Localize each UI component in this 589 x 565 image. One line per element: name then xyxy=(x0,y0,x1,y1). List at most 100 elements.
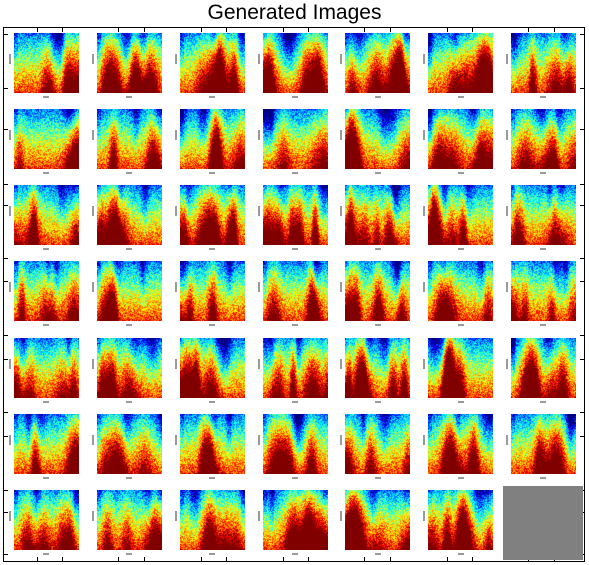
spectrogram-image xyxy=(96,413,162,474)
generated-image-tile xyxy=(335,333,418,409)
axis-tick xyxy=(4,436,8,437)
axis-label-mark xyxy=(91,434,94,445)
spectrogram-image xyxy=(179,489,245,550)
axis-tick xyxy=(4,184,8,185)
axis-label-mark xyxy=(9,358,11,369)
spectrogram-image xyxy=(262,489,328,550)
axis-tick xyxy=(390,557,391,561)
axis-label-mark xyxy=(457,172,464,175)
empty-cell xyxy=(503,485,583,560)
axis-tick xyxy=(226,557,227,561)
spectrogram-image xyxy=(345,337,411,398)
generated-image-tile xyxy=(418,104,501,180)
spectrogram-image xyxy=(14,185,79,246)
axis-label-mark xyxy=(174,434,177,445)
generated-image-tile xyxy=(253,333,336,409)
generated-image-tile xyxy=(4,28,87,104)
spectrogram-image xyxy=(14,261,79,322)
axis-label-mark xyxy=(423,206,426,217)
axis-label-mark xyxy=(174,358,177,369)
axis-tick xyxy=(4,335,8,336)
axis-tick xyxy=(144,28,145,32)
spectrogram-image xyxy=(96,33,162,93)
axis-tick xyxy=(37,28,38,32)
axis-label-mark xyxy=(423,358,426,369)
axis-label-mark xyxy=(257,130,260,141)
generated-image-tile xyxy=(4,333,87,409)
spectrogram-image xyxy=(511,261,577,322)
axis-label-mark xyxy=(9,282,11,293)
axis-tick xyxy=(4,490,8,491)
figure-title: Generated Images xyxy=(207,1,382,24)
generated-image-tile xyxy=(418,180,501,256)
spectrogram-image xyxy=(262,109,328,170)
axis-label-mark xyxy=(43,400,50,403)
axis-label-mark xyxy=(374,324,381,327)
axis-tick xyxy=(580,412,584,413)
spectrogram-image xyxy=(14,109,79,170)
axis-label-mark xyxy=(43,96,50,98)
axis-label-mark xyxy=(340,510,343,521)
axis-tick xyxy=(4,412,8,413)
axis-label-mark xyxy=(540,96,547,98)
generated-image-tile xyxy=(418,256,501,332)
generated-image-tile xyxy=(87,256,170,332)
generated-image-tile xyxy=(253,256,336,332)
generated-image-tile xyxy=(253,28,336,104)
axis-label-mark xyxy=(43,476,50,479)
axis-tick xyxy=(118,557,119,561)
generated-image-tile xyxy=(253,104,336,180)
axis-label-mark xyxy=(291,172,298,175)
axis-label-mark xyxy=(257,54,260,64)
spectrogram-image xyxy=(511,33,577,93)
axis-label-mark xyxy=(423,434,426,445)
spectrogram-image xyxy=(345,261,411,322)
axis-label-mark xyxy=(91,206,94,217)
spectrogram-image xyxy=(428,261,494,322)
axis-label-mark xyxy=(506,358,509,369)
spectrogram-image xyxy=(345,109,411,170)
generated-image-tile xyxy=(501,180,584,256)
axis-label-mark xyxy=(457,552,464,555)
axis-label-mark xyxy=(91,358,94,369)
generated-image-tile xyxy=(87,104,170,180)
axis-tick xyxy=(37,557,38,561)
axis-label-mark xyxy=(126,400,133,403)
axis-tick xyxy=(283,28,284,32)
spectrogram-image xyxy=(428,109,494,170)
axis-label-mark xyxy=(340,206,343,217)
spectrogram-image xyxy=(179,109,245,170)
axis-label-mark xyxy=(91,130,94,141)
axis-tick xyxy=(4,205,8,206)
axis-label-mark xyxy=(457,96,464,98)
axis-label-mark xyxy=(208,476,215,479)
generated-image-tile xyxy=(253,409,336,485)
axis-label-mark xyxy=(174,282,177,293)
generated-image-tile xyxy=(4,256,87,332)
spectrogram-image xyxy=(262,185,328,246)
axis-tick xyxy=(308,28,309,32)
axis-label-mark xyxy=(291,476,298,479)
spectrogram-image xyxy=(96,489,162,550)
generated-image-tile xyxy=(335,104,418,180)
axis-tick xyxy=(580,205,584,206)
axis-tick xyxy=(4,359,8,360)
axis-tick xyxy=(580,88,584,89)
generated-image-tile xyxy=(253,485,336,561)
axis-tick xyxy=(4,258,8,259)
axis-tick xyxy=(390,28,391,32)
axis-label-mark xyxy=(457,324,464,327)
axis-tick xyxy=(472,28,473,32)
axis-label-mark xyxy=(174,130,177,141)
axis-label-mark xyxy=(208,248,215,251)
axis-label-mark xyxy=(126,476,133,479)
axis-label-mark xyxy=(126,552,133,555)
axis-tick xyxy=(4,281,8,282)
axis-tick xyxy=(4,554,8,555)
spectrogram-image xyxy=(345,33,411,93)
axis-tick xyxy=(283,557,284,561)
axis-label-mark xyxy=(126,248,133,251)
axis-tick xyxy=(201,28,202,32)
axis-label-mark xyxy=(423,510,426,521)
axis-label-mark xyxy=(457,248,464,251)
